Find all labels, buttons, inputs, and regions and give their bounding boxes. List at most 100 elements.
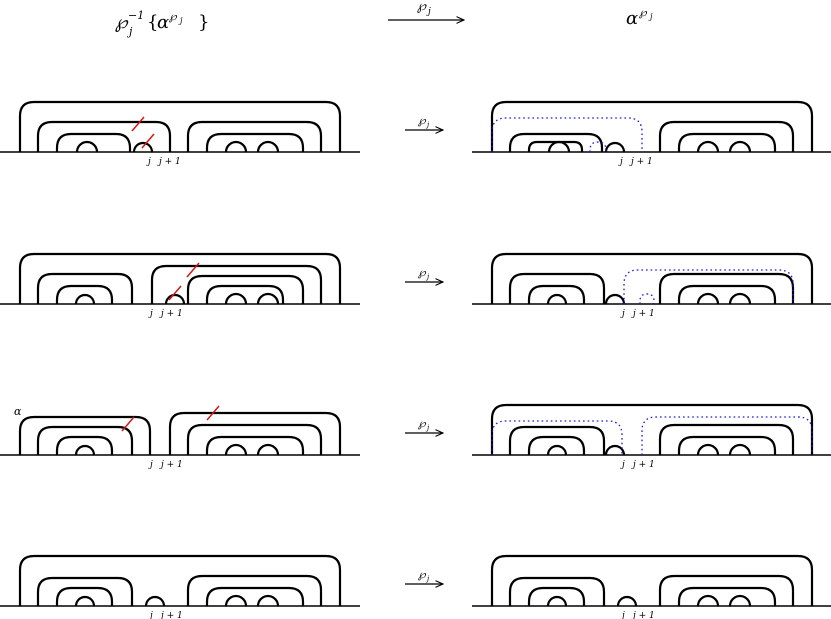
cut-mark [206, 405, 220, 421]
cap-curve [224, 292, 248, 305]
row-arrow-label-sub: j [425, 121, 430, 129]
arc-curve [658, 272, 795, 304]
arc-curve [527, 140, 584, 152]
left-panel: j j + 1 [0, 554, 360, 619]
cap-curve [696, 140, 720, 153]
arc-curve [18, 100, 342, 152]
cap-curve [224, 443, 248, 456]
left-title-sup: −1 [128, 9, 144, 22]
arc-curve [36, 576, 134, 606]
dotted-curve [491, 420, 623, 455]
tick-label-j-plus-1: j + 1 [631, 611, 655, 619]
tick-label-j: j [618, 157, 623, 167]
header-arrow: ℘ j [388, 0, 464, 20]
header-arrow-label: ℘ [417, 0, 427, 14]
arc-curve [150, 264, 323, 304]
arc-curve [527, 435, 586, 455]
header-left-title: ℘ j −1 { α ℘ j } [115, 9, 209, 38]
cut-mark [168, 285, 182, 301]
right-panel: j j + 1 [472, 403, 831, 470]
arc-curve [186, 574, 323, 606]
tick-label-j-plus-1: j + 1 [631, 460, 655, 470]
arc-curve [490, 252, 814, 304]
cap-curve [74, 444, 96, 456]
left-title-brace-open: { [147, 12, 158, 33]
arc-curve [55, 284, 114, 304]
cap-curve [546, 444, 568, 456]
tick-label-j: j [148, 611, 153, 619]
row-arrow-label-sub: j [425, 424, 430, 432]
row-arrow-label: ℘ [418, 114, 427, 127]
right-title-sup-sub: j [648, 12, 653, 21]
arc-curve [186, 274, 305, 304]
cap-curve [256, 140, 280, 153]
left-title-brace-close: } [198, 12, 209, 33]
arc-curve [658, 574, 795, 606]
arc-curve [36, 120, 172, 152]
header-right-title: α ℘ j [626, 6, 653, 29]
arc-curve [677, 132, 777, 152]
arc-curve [55, 132, 132, 152]
cap-curve [256, 594, 280, 607]
cap-curve [74, 293, 96, 305]
tick-label-j-plus-1: j + 1 [159, 611, 183, 619]
cap-curve [256, 443, 280, 456]
left-panel: j j + 1 [0, 100, 360, 167]
tick-label-j-plus-1: j + 1 [157, 157, 181, 167]
cap-curve [546, 293, 568, 305]
tick-label-j: j [620, 309, 625, 319]
row-arrow-label: ℘ [418, 568, 427, 581]
left-title-sub: j [126, 25, 133, 38]
cap-curve [547, 140, 571, 153]
tick-label-j: j [148, 309, 153, 319]
arc-curve [168, 411, 342, 455]
arc-curve [677, 586, 777, 606]
cut-mark [121, 416, 135, 432]
cut-mark [141, 133, 155, 149]
alpha-label: α [14, 405, 22, 418]
arc-curve [18, 415, 152, 455]
tick-label-j-plus-1: j + 1 [159, 309, 183, 319]
row-arrow-label-sub: j [425, 575, 430, 583]
arc-curve [508, 425, 606, 455]
cap-curve [74, 595, 96, 607]
cap-curve [224, 140, 248, 153]
row-arrow-label: ℘ [418, 417, 427, 430]
cap-curve [604, 141, 626, 153]
cap-curve [696, 594, 720, 607]
left-panel: j j + 1 [0, 411, 360, 470]
arc-curve [186, 120, 323, 152]
arc-curve [658, 120, 795, 152]
tick-label-j: j [620, 460, 625, 470]
cap-curve [728, 594, 752, 607]
tick-label-j-plus-1: j + 1 [629, 157, 653, 167]
cap-curve [696, 443, 720, 456]
row-arrow-label: ℘ [418, 266, 427, 279]
cut-mark [131, 116, 145, 132]
arc-curve [527, 586, 586, 606]
tick-label-j-plus-1: j + 1 [631, 309, 655, 319]
arc-curve [186, 423, 323, 455]
arc-curve [508, 272, 606, 304]
left-title-base: ℘ [115, 12, 129, 33]
tick-label-j: j [148, 460, 153, 470]
cap-curve [224, 594, 248, 607]
header-arrow-label-sub: j [426, 7, 431, 17]
arc-curve [677, 284, 777, 304]
cut-mark [186, 262, 200, 278]
cap-curve [604, 293, 626, 305]
cap-curve [696, 292, 720, 305]
dotted-curve [589, 141, 607, 152]
right-panel: j j + 1 [472, 100, 831, 167]
arc-curve [55, 435, 114, 455]
cap-curve [728, 443, 752, 456]
arc-curve [205, 586, 305, 606]
right-title-sup: ℘ [639, 6, 648, 19]
arc-curve [490, 554, 814, 606]
arc-curve [677, 435, 777, 455]
tick-label-j-plus-1: j + 1 [159, 460, 183, 470]
cap-curve [164, 293, 186, 305]
